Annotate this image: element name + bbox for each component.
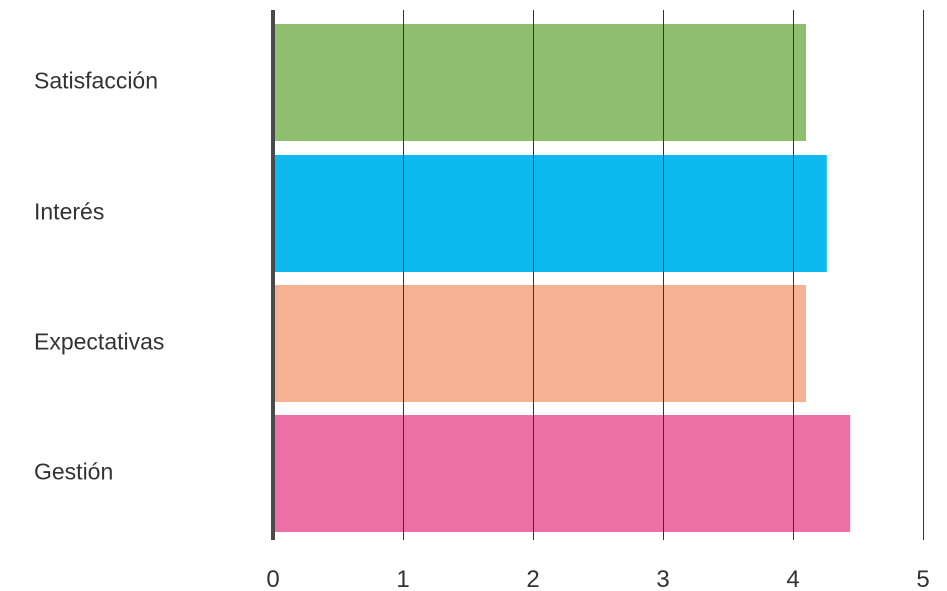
x-tick-labels: 0 1 2 3 4 5	[266, 566, 929, 591]
category-label: Gestión	[34, 459, 113, 485]
category-label: Interés	[34, 199, 104, 225]
bars	[273, 24, 851, 532]
x-tick-label: 1	[396, 566, 409, 591]
gridlines	[403, 10, 924, 540]
bar-4	[273, 415, 851, 532]
x-tick-label: 0	[266, 566, 279, 591]
x-tick-label: 3	[656, 566, 669, 591]
category-label: Satisfacción	[34, 68, 158, 94]
x-tick-label: 2	[526, 566, 539, 591]
category-label: Expectativas	[34, 329, 164, 355]
bar-3	[273, 285, 806, 402]
category-labels: Satisfacción Interés Expectativas Gestión	[34, 68, 164, 485]
bar-1	[273, 24, 806, 141]
x-tick-label: 5	[916, 566, 929, 591]
bar-2	[273, 155, 827, 272]
x-tick-label: 4	[786, 566, 799, 591]
